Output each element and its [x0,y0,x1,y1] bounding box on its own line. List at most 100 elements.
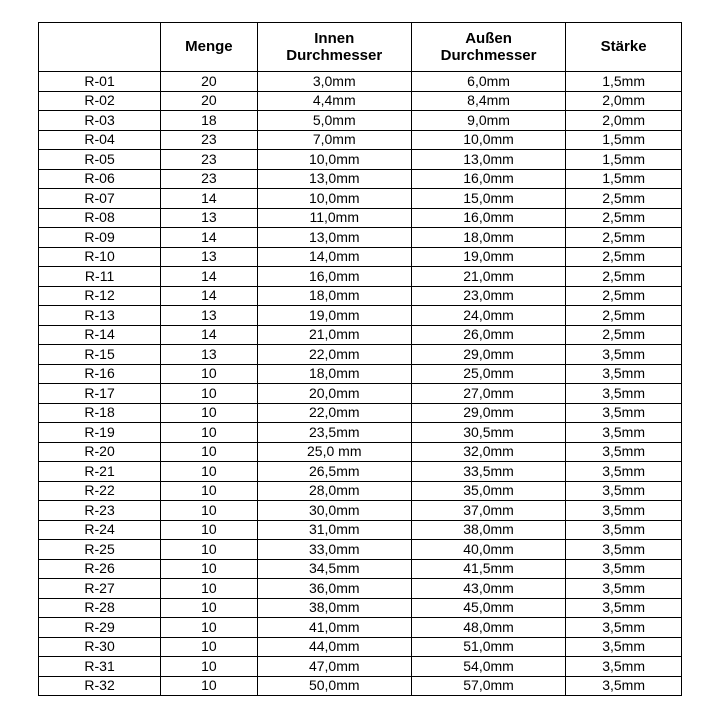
cell-menge: 10 [161,364,257,384]
cell-aussen: 40,0mm [411,540,565,560]
cell-menge: 10 [161,540,257,560]
cell-staerke: 3,5mm [566,501,682,521]
table-row: R-02204,4mm8,4mm2,0mm [39,91,682,111]
cell-menge: 10 [161,442,257,462]
cell-menge: 14 [161,325,257,345]
table-row: R-311047,0mm54,0mm3,5mm [39,657,682,677]
cell-aussen: 51,0mm [411,637,565,657]
cell-innen: 23,5mm [257,423,411,443]
cell-staerke: 2,5mm [566,325,682,345]
cell-innen: 10,0mm [257,150,411,170]
cell-aussen: 29,0mm [411,403,565,423]
cell-code: R-29 [39,618,161,638]
cell-aussen: 18,0mm [411,228,565,248]
cell-innen: 22,0mm [257,403,411,423]
cell-menge: 13 [161,208,257,228]
cell-innen: 4,4mm [257,91,411,111]
cell-innen: 38,0mm [257,598,411,618]
cell-menge: 10 [161,423,257,443]
table-row: R-251033,0mm40,0mm3,5mm [39,540,682,560]
cell-staerke: 1,5mm [566,169,682,189]
cell-code: R-17 [39,384,161,404]
cell-aussen: 27,0mm [411,384,565,404]
cell-menge: 10 [161,618,257,638]
cell-staerke: 2,5mm [566,286,682,306]
table-row: R-211026,5mm33,5mm3,5mm [39,462,682,482]
cell-aussen: 35,0mm [411,481,565,501]
cell-staerke: 3,5mm [566,364,682,384]
cell-aussen: 9,0mm [411,111,565,131]
col-header-staerke: Stärke [566,23,682,72]
cell-staerke: 1,5mm [566,72,682,92]
table-body: R-01203,0mm6,0mm1,5mmR-02204,4mm8,4mm2,0… [39,72,682,696]
cell-menge: 10 [161,579,257,599]
table-row: R-052310,0mm13,0mm1,5mm [39,150,682,170]
col-header-aussen: Außen Durchmesser [411,23,565,72]
cell-innen: 5,0mm [257,111,411,131]
cell-code: R-24 [39,520,161,540]
cell-innen: 11,0mm [257,208,411,228]
cell-staerke: 3,5mm [566,384,682,404]
table-row: R-091413,0mm18,0mm2,5mm [39,228,682,248]
cell-innen: 25,0 mm [257,442,411,462]
cell-code: R-09 [39,228,161,248]
cell-menge: 10 [161,462,257,482]
cell-innen: 50,0mm [257,676,411,696]
cell-code: R-21 [39,462,161,482]
cell-staerke: 3,5mm [566,559,682,579]
table-row: R-271036,0mm43,0mm3,5mm [39,579,682,599]
cell-aussen: 54,0mm [411,657,565,677]
table-head: Menge Innen Durchmesser Außen Durchmesse… [39,23,682,72]
cell-innen: 19,0mm [257,306,411,326]
cell-staerke: 3,5mm [566,618,682,638]
table-row: R-221028,0mm35,0mm3,5mm [39,481,682,501]
cell-staerke: 3,5mm [566,579,682,599]
table-row: R-241031,0mm38,0mm3,5mm [39,520,682,540]
col-header-aussen-l2: Durchmesser [412,47,565,64]
cell-innen: 21,0mm [257,325,411,345]
cell-code: R-27 [39,579,161,599]
cell-aussen: 19,0mm [411,247,565,267]
table-row: R-01203,0mm6,0mm1,5mm [39,72,682,92]
cell-staerke: 3,5mm [566,442,682,462]
cell-code: R-03 [39,111,161,131]
cell-aussen: 37,0mm [411,501,565,521]
cell-code: R-32 [39,676,161,696]
table-row: R-151322,0mm29,0mm3,5mm [39,345,682,365]
cell-aussen: 25,0mm [411,364,565,384]
cell-code: R-08 [39,208,161,228]
table-row: R-03185,0mm9,0mm2,0mm [39,111,682,131]
cell-aussen: 57,0mm [411,676,565,696]
cell-innen: 16,0mm [257,267,411,287]
cell-menge: 10 [161,676,257,696]
cell-menge: 13 [161,345,257,365]
cell-aussen: 13,0mm [411,150,565,170]
cell-staerke: 2,5mm [566,189,682,209]
cell-innen: 28,0mm [257,481,411,501]
cell-menge: 14 [161,228,257,248]
cell-code: R-26 [39,559,161,579]
table-row: R-321050,0mm57,0mm3,5mm [39,676,682,696]
cell-aussen: 48,0mm [411,618,565,638]
cell-innen: 14,0mm [257,247,411,267]
cell-innen: 18,0mm [257,286,411,306]
cell-innen: 13,0mm [257,169,411,189]
table-row: R-281038,0mm45,0mm3,5mm [39,598,682,618]
cell-staerke: 3,5mm [566,403,682,423]
cell-code: R-15 [39,345,161,365]
cell-aussen: 29,0mm [411,345,565,365]
cell-aussen: 33,5mm [411,462,565,482]
table-row: R-181022,0mm29,0mm3,5mm [39,403,682,423]
cell-aussen: 30,5mm [411,423,565,443]
cell-innen: 36,0mm [257,579,411,599]
cell-menge: 10 [161,403,257,423]
cell-menge: 10 [161,520,257,540]
cell-menge: 23 [161,130,257,150]
cell-code: R-22 [39,481,161,501]
cell-aussen: 41,5mm [411,559,565,579]
cell-staerke: 3,5mm [566,540,682,560]
table-row: R-191023,5mm30,5mm3,5mm [39,423,682,443]
cell-innen: 34,5mm [257,559,411,579]
table-row: R-161018,0mm25,0mm3,5mm [39,364,682,384]
cell-innen: 33,0mm [257,540,411,560]
